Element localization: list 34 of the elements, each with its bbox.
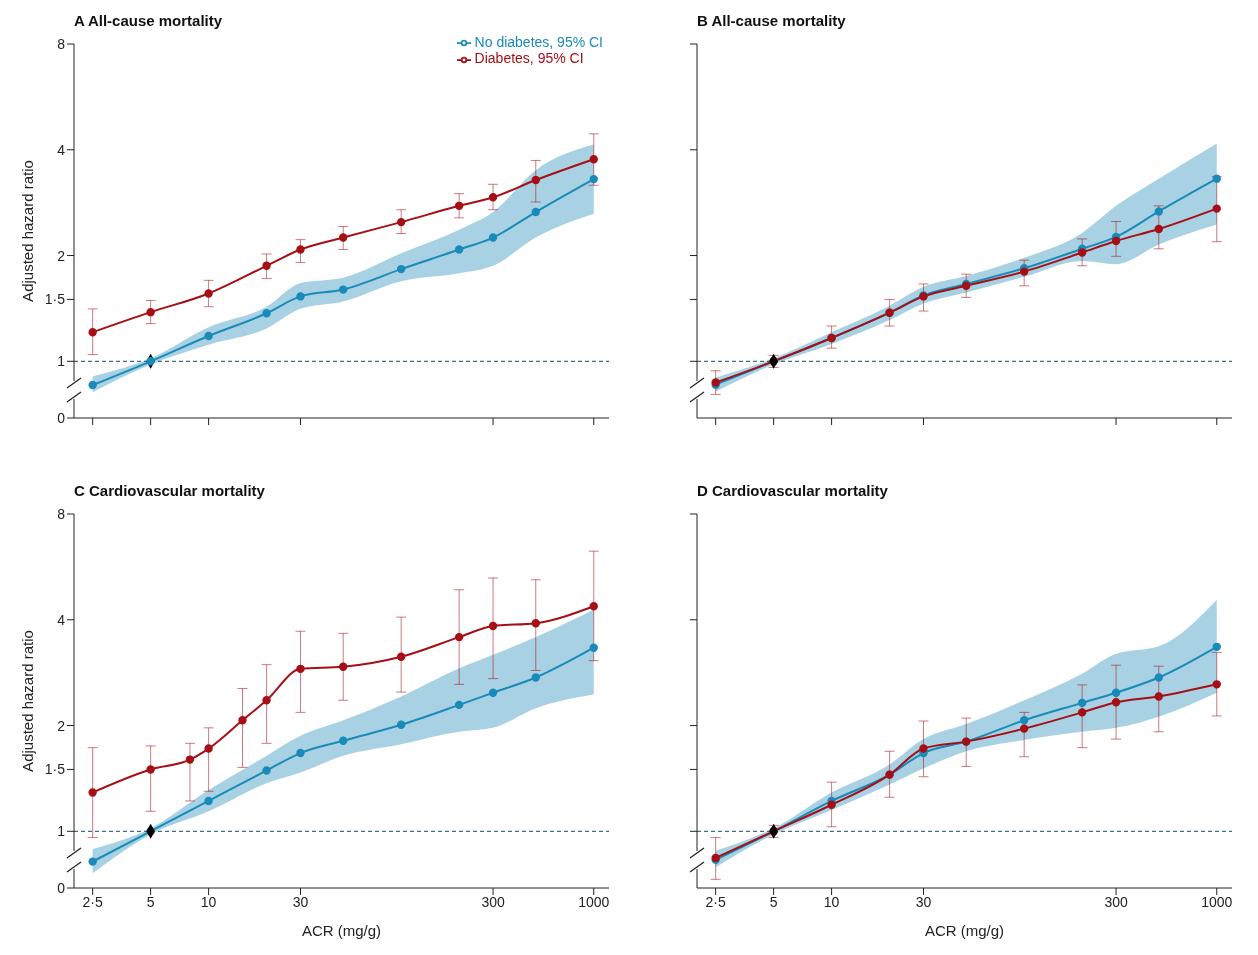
y-tick-label: 8: [57, 35, 66, 52]
x-tick-label: 1000: [1201, 893, 1233, 910]
y-tick-label: 0: [57, 879, 66, 896]
y-tick-label: 8: [57, 505, 66, 522]
x-tick-label: 300: [1104, 893, 1128, 910]
y-tick-label: 1: [57, 823, 66, 840]
y-tick-label: 0: [57, 409, 66, 426]
y-tick-label: 1·5: [44, 761, 66, 778]
y-tick-label: 1: [57, 353, 66, 370]
x-tick-label: 10: [200, 893, 217, 910]
x-tick-label: 2·5: [705, 893, 726, 910]
y-tick-label: 4: [57, 611, 66, 628]
x-tick-label: 300: [481, 893, 505, 910]
chart-title: A All-cause mortality: [73, 11, 224, 31]
y-axis-title: Adjusted hazard ratio: [19, 160, 37, 302]
x-tick-label: 30: [915, 893, 932, 910]
x-tick-label: 5: [769, 893, 778, 910]
x-tick-label: 10: [823, 893, 840, 910]
chart-title: D Cardiovascular mortality: [696, 481, 889, 501]
x-tick-label: 30: [292, 893, 309, 910]
y-tick-label: 1·5: [44, 291, 66, 308]
legend-label: No diabetes, 95% CI: [474, 34, 603, 50]
y-tick-label: 2: [57, 247, 66, 264]
x-axis-title: ACR (mg/g): [301, 922, 382, 939]
y-tick-label: 4: [57, 141, 66, 158]
x-axis-title: ACR (mg/g): [924, 922, 1005, 939]
y-axis-title: Adjusted hazard ratio: [19, 630, 37, 772]
legend-label: Diabetes, 95% CI: [474, 50, 584, 67]
x-tick-label: 1000: [578, 893, 610, 910]
chart-title: B All-cause mortality: [696, 11, 847, 31]
x-tick-label: 5: [146, 893, 155, 910]
y-tick-label: 2: [57, 717, 66, 734]
chart-title: C Cardiovascular mortality: [73, 481, 266, 501]
x-tick-label: 2·5: [82, 893, 103, 910]
